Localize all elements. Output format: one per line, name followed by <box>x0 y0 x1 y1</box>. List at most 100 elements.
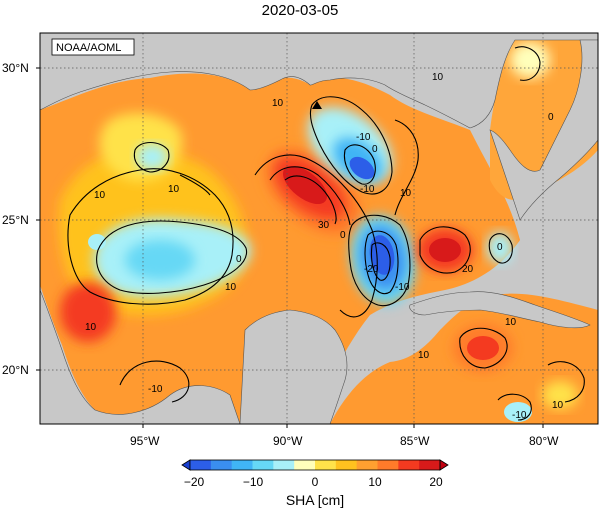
contour-n10 <box>364 230 399 295</box>
gridlines <box>40 33 598 424</box>
contour-label: -10 <box>512 410 527 421</box>
credit-box <box>51 38 135 56</box>
land-masses <box>40 33 598 424</box>
ocean-field <box>40 40 598 424</box>
yellow-band <box>510 42 550 78</box>
contour-label: -10 <box>360 184 375 195</box>
contour-label: 0 <box>372 144 378 155</box>
cuba-island <box>409 291 591 329</box>
cold-pool <box>88 234 106 250</box>
contour-10 <box>459 327 508 369</box>
colorbar: −20 −10 0 10 20 <box>181 459 449 489</box>
contour-label: 10 <box>505 317 517 328</box>
cold-pool <box>504 402 532 422</box>
contour-label: 30 <box>318 220 330 231</box>
contour-label: -10 <box>395 282 410 293</box>
contour-20 <box>269 166 351 226</box>
contour-label: 10 <box>85 322 97 333</box>
axis-ticks <box>36 67 544 428</box>
contour-label: 10 <box>432 72 444 83</box>
colorbar-cell <box>190 460 212 470</box>
contour-0 <box>133 141 170 173</box>
lon-tick-label: 95°W <box>130 434 160 448</box>
triangle-marker <box>312 101 322 109</box>
contour-n20 <box>370 242 391 281</box>
yucatan-peninsula <box>239 309 348 424</box>
contour-label: 0 <box>497 242 503 253</box>
contour-n10 <box>343 144 376 185</box>
credit-label: NOAA/AOML <box>56 42 121 54</box>
colorbar-right-arrow <box>439 459 449 471</box>
lat-tick-label: 25°N <box>2 213 29 227</box>
contour-label: 10 <box>168 184 180 195</box>
map-frame <box>39 32 599 425</box>
colorbar-tick-label: −10 <box>243 475 264 489</box>
lon-tick-label: 85°W <box>400 434 430 448</box>
contour-0 <box>96 220 248 294</box>
colorbar-cell <box>315 460 337 470</box>
cold-pool <box>136 144 168 170</box>
contour-lines <box>67 46 585 421</box>
contour-0 <box>497 393 532 421</box>
map-plot-area: 10 10 10 10 -10 -10 0 0 0 0 30 20 -20 -1… <box>40 33 598 424</box>
lon-tick-label: 90°W <box>273 434 303 448</box>
contour-label: 10 <box>225 282 237 293</box>
contour-label: 10 <box>272 98 284 109</box>
contour-0 <box>309 96 393 195</box>
contour-10 <box>394 119 419 216</box>
lon-tick-label: 80°W <box>529 434 559 448</box>
colorbar-cells <box>190 460 441 470</box>
lat-tick-label: 20°N <box>2 363 29 377</box>
colorbar-tick-label: 10 <box>368 475 382 489</box>
contour-label: -10 <box>148 384 163 395</box>
contour-label: 0 <box>548 112 554 123</box>
contour-10 <box>67 168 234 305</box>
contour-labels: 10 10 10 10 -10 -10 0 0 0 0 30 20 -20 -1… <box>85 72 564 421</box>
contour-30 <box>284 175 337 225</box>
axis-tick-labels: 95°W 90°W 85°W 80°W 30°N 25°N 20°N <box>2 61 559 448</box>
colorbar-cell <box>210 460 233 470</box>
contour-label: -10 <box>356 132 371 143</box>
warm-eddy-core <box>283 165 327 205</box>
contour-0 <box>348 214 411 307</box>
contour-label: 0 <box>340 230 346 241</box>
colorbar-cell <box>377 460 399 470</box>
colorbar-cell <box>419 460 441 470</box>
colorbar-tick-label: 0 <box>312 475 319 489</box>
contour-label: -20 <box>364 264 379 275</box>
contour-10 <box>514 46 541 81</box>
mexico-land <box>40 289 241 424</box>
colorbar-cell <box>231 460 253 470</box>
cold-pool <box>487 232 513 264</box>
contour-10 <box>119 360 190 403</box>
contour-10 <box>179 174 211 196</box>
contour-label: 0 <box>236 254 242 265</box>
contour-0 <box>488 233 513 264</box>
colorbar-cell <box>273 460 295 470</box>
colorbar-left-arrow <box>181 459 191 471</box>
contour-label: 20 <box>462 264 474 275</box>
colorbar-tick-labels: −20 −10 0 10 20 <box>184 475 443 489</box>
colorbar-tick-label: −20 <box>184 475 205 489</box>
colorbar-cell <box>252 460 274 470</box>
colorbar-cell <box>294 460 316 470</box>
contour-label: 10 <box>94 190 106 201</box>
colorbar-cell <box>398 460 420 470</box>
contour-10 <box>547 361 585 403</box>
map-title: 2020-03-05 <box>261 2 339 19</box>
warm-eddy-core <box>429 238 461 262</box>
contour-20 <box>419 226 471 274</box>
contour-label: 10 <box>400 188 412 199</box>
lat-tick-label: 30°N <box>2 61 29 75</box>
north-coast-land <box>40 33 598 129</box>
yellow-band <box>542 381 578 409</box>
contour-label: 10 <box>418 350 430 361</box>
contour-10 <box>254 154 378 318</box>
cold-eddy-core <box>349 156 375 180</box>
colorbar-tick-label: 20 <box>429 475 443 489</box>
warm-eddy-core <box>467 336 499 360</box>
colorbar-cell <box>356 460 378 470</box>
colorbar-cell <box>335 460 358 470</box>
cold-pool <box>125 240 195 280</box>
